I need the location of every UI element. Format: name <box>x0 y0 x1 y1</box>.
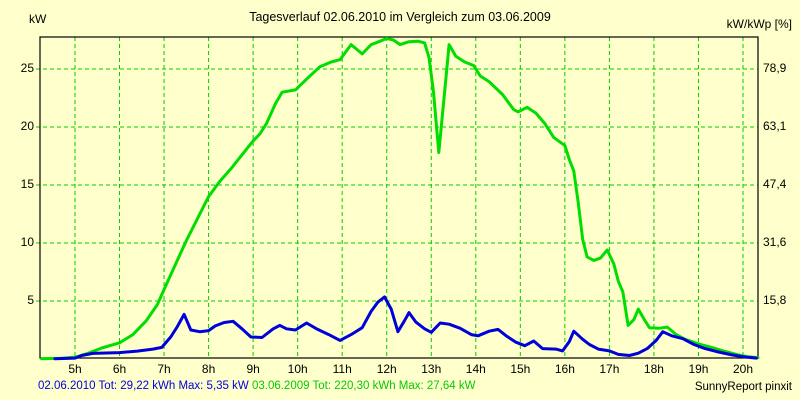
right-tick-78,9: 78,9 <box>763 61 787 75</box>
x-tick-12h: 12h <box>376 362 397 376</box>
x-tick-20h: 20h <box>732 362 753 376</box>
right-tick-31,6: 31,6 <box>763 235 787 249</box>
totals-legend: 02.06.2010 Tot: 29,22 kWh Max: 5,35 kW 0… <box>38 379 475 393</box>
left-tick-20: 20 <box>20 119 34 133</box>
x-tick-18h: 18h <box>643 362 664 376</box>
x-tick-11h: 11h <box>332 362 352 376</box>
left-tick-25: 25 <box>20 61 34 75</box>
watermark-text: SunnyReport pinxit <box>694 381 792 393</box>
left-tick-5: 5 <box>27 293 34 307</box>
x-tick-10h: 10h <box>287 362 308 376</box>
x-tick-8h: 8h <box>201 362 216 376</box>
right-tick-47,4: 47,4 <box>763 177 787 191</box>
x-tick-5h: 5h <box>68 362 82 376</box>
legend-series-2009: 03.06.2009 Tot: 220,30 kWh Max: 27,64 kW <box>251 380 476 392</box>
chart-title: Tagesverlauf 02.06.2010 im Vergleich zum… <box>249 10 551 24</box>
left-tick-15: 15 <box>20 177 34 191</box>
x-tick-16h: 16h <box>554 362 575 376</box>
legend-series-2010: 02.06.2010 Tot: 29,22 kWh Max: 5,35 kW <box>38 380 249 392</box>
right-axis-unit-label: kW/kWp [%] <box>726 17 792 31</box>
right-tick-63,1: 63,1 <box>763 119 787 133</box>
left-tick-10: 10 <box>20 235 34 249</box>
right-tick-15,8: 15,8 <box>763 293 787 307</box>
x-tick-7h: 7h <box>157 362 171 376</box>
x-tick-17h: 17h <box>599 362 620 376</box>
x-tick-19h: 19h <box>688 362 709 376</box>
left-axis-unit-label: kW <box>29 12 47 26</box>
series-line-03.06.2009 <box>40 36 760 361</box>
x-tick-6h: 6h <box>112 362 127 376</box>
x-tick-13h: 13h <box>421 362 442 376</box>
series-line-02.06.2010 <box>53 295 758 361</box>
x-tick-15h: 15h <box>510 362 531 376</box>
plot-border <box>39 36 759 359</box>
x-tick-14h: 14h <box>465 362 486 376</box>
x-tick-9h: 9h <box>246 362 260 376</box>
